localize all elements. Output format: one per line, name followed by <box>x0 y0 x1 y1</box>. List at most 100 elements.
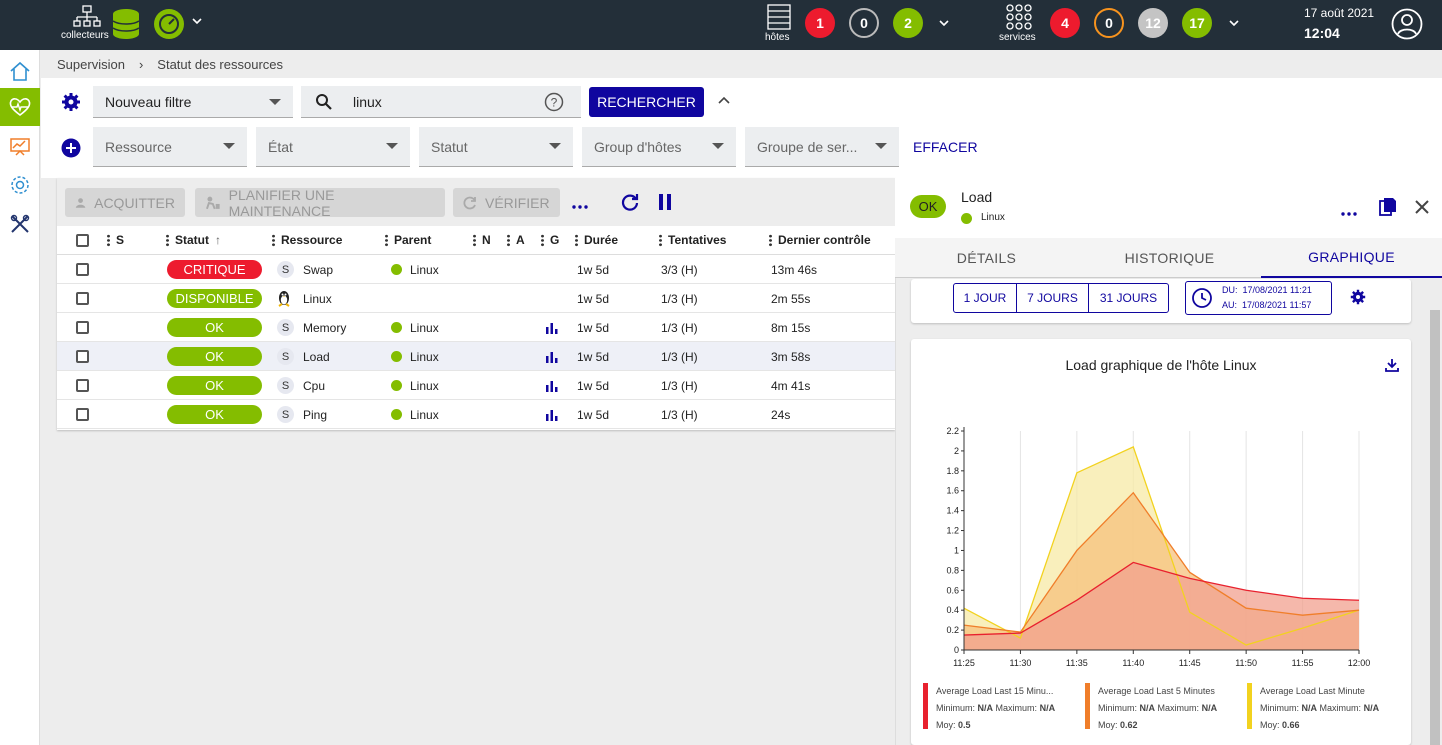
parent-name[interactable]: Linux <box>410 378 439 393</box>
column-header-last-check[interactable]: Dernier contrôle <box>769 226 871 254</box>
home-icon[interactable] <box>0 52 40 90</box>
table-row[interactable]: DISPONIBLE Linux 1w 5d 1/3 (H) 2m 55s <box>57 284 895 313</box>
legend-item[interactable]: Average Load Last Minute Minimum: N/A Ma… <box>1247 683 1405 730</box>
graph-bar-icon[interactable] <box>546 313 558 342</box>
range-31-days-button[interactable]: 31 JOURS <box>1088 283 1169 313</box>
column-header-severity[interactable]: S <box>107 226 124 254</box>
chevron-down-icon[interactable] <box>938 17 950 32</box>
criteria-servicegroup-select[interactable]: Groupe de ser... <box>745 127 899 167</box>
column-header-resource[interactable]: Ressource <box>272 226 342 254</box>
criteria-hostgroup-select[interactable]: Group d'hôtes <box>582 127 736 167</box>
services-unknown-count[interactable]: 12 <box>1138 8 1168 38</box>
resource-name[interactable]: Linux <box>303 291 332 306</box>
parent-name[interactable]: Linux <box>410 407 439 422</box>
parent-name[interactable]: Linux <box>410 320 439 335</box>
pollers-icon[interactable] <box>73 4 101 33</box>
database-icon[interactable] <box>111 8 141 43</box>
user-avatar-icon[interactable] <box>1391 8 1423 43</box>
graph-bar-icon[interactable] <box>546 371 558 400</box>
row-checkbox[interactable] <box>76 371 89 400</box>
graph-settings-gear-icon[interactable] <box>1350 289 1366 308</box>
row-checkbox[interactable] <box>76 400 89 429</box>
filter-settings-gear-icon[interactable] <box>61 92 81 115</box>
column-header-status[interactable]: Statut ↑ <box>166 226 221 254</box>
resource-name[interactable]: Swap <box>303 262 334 277</box>
copy-link-icon[interactable] <box>1379 197 1397 220</box>
column-header-action[interactable]: A <box>507 226 525 254</box>
hosts-down-count[interactable]: 1 <box>805 8 835 38</box>
breadcrumb-item[interactable]: Statut des ressources <box>157 57 284 72</box>
column-header-graph[interactable]: G <box>541 226 559 254</box>
column-header-notes[interactable]: N <box>473 226 491 254</box>
tab-graph[interactable]: GRAPHIQUE <box>1261 238 1442 278</box>
acknowledge-button[interactable]: ACQUITTER <box>65 188 185 217</box>
reporting-icon[interactable] <box>0 127 40 165</box>
resource-name[interactable]: Load <box>303 349 330 364</box>
tab-history[interactable]: HISTORIQUE <box>1124 250 1215 266</box>
table-row[interactable]: OK S Memory Linux 1w 5d 1/3 (H) 8m 15s <box>57 313 895 342</box>
legend-item[interactable]: Average Load Last 5 Minutes Minimum: N/A… <box>1085 683 1243 730</box>
resource-name[interactable]: Ping <box>303 407 328 422</box>
scrollbar[interactable] <box>1430 310 1440 745</box>
last-check: 4m 41s <box>771 378 811 393</box>
close-icon[interactable] <box>1414 199 1430 218</box>
download-icon[interactable] <box>1384 357 1400 376</box>
chevron-down-icon[interactable] <box>191 15 203 30</box>
add-criteria-icon[interactable] <box>61 138 81 161</box>
table-row[interactable]: OK S Cpu Linux 1w 5d 1/3 (H) 4m 41s <box>57 371 895 400</box>
column-header-parent[interactable]: Parent <box>385 226 431 254</box>
graph-bar-icon[interactable] <box>546 342 558 371</box>
tab-details[interactable]: DÉTAILS <box>956 250 1017 266</box>
poller-status-icon[interactable] <box>153 8 185 43</box>
services-warning-count[interactable]: 0 <box>1094 8 1124 38</box>
table-row[interactable]: OK S Ping Linux 1w 5d 1/3 (H) 24s <box>57 400 895 429</box>
current-time: 12:04 <box>1304 25 1340 41</box>
administration-tools-icon[interactable] <box>0 205 40 243</box>
check-button[interactable]: VÉRIFIER <box>453 188 560 217</box>
clear-filter-button[interactable]: EFFACER <box>913 139 978 155</box>
chevron-up-icon[interactable] <box>717 94 731 109</box>
row-checkbox[interactable] <box>76 284 89 313</box>
criteria-status-select[interactable]: Statut <box>419 127 573 167</box>
table-row[interactable]: OK S Load Linux 1w 5d 1/3 (H) 3m 58s <box>57 342 895 371</box>
row-checkbox[interactable] <box>76 313 89 342</box>
chevron-down-icon[interactable] <box>1228 17 1240 32</box>
downtime-button[interactable]: PLANIFIER UNE MAINTENANCE <box>195 187 445 219</box>
select-all-checkbox[interactable] <box>76 226 89 254</box>
services-critical-count[interactable]: 4 <box>1050 8 1080 38</box>
criteria-state-select[interactable]: État <box>256 127 410 167</box>
services-ok-count[interactable]: 17 <box>1182 8 1212 38</box>
range-1-day-button[interactable]: 1 JOUR <box>953 283 1017 313</box>
filter-select[interactable]: Nouveau filtre <box>93 86 293 118</box>
parent-link[interactable]: Linux <box>981 212 1005 223</box>
graph-bar-icon[interactable] <box>546 400 558 429</box>
parent-name[interactable]: Linux <box>410 349 439 364</box>
services-icon[interactable] <box>1005 3 1033 34</box>
configuration-gear-icon[interactable] <box>0 166 40 204</box>
sort-arrow-up-icon[interactable]: ↑ <box>215 233 221 247</box>
criteria-resource-select[interactable]: Ressource <box>93 127 247 167</box>
custom-period-picker[interactable]: DU: 17/08/2021 11:21 AU: 17/08/2021 11:5… <box>1185 281 1332 315</box>
hosts-up-count[interactable]: 2 <box>893 8 923 38</box>
resource-name[interactable]: Cpu <box>303 378 326 393</box>
row-checkbox[interactable] <box>76 255 89 284</box>
more-actions-icon[interactable] <box>572 198 588 213</box>
refresh-icon[interactable] <box>620 192 640 215</box>
help-icon[interactable]: ? <box>544 92 564 115</box>
monitoring-icon[interactable] <box>0 88 40 126</box>
row-checkbox[interactable] <box>76 342 89 371</box>
more-options-icon[interactable] <box>1341 205 1357 220</box>
resource-name[interactable]: Memory <box>303 320 347 335</box>
hosts-unreachable-count[interactable]: 0 <box>849 8 879 38</box>
legend-item[interactable]: Average Load Last 15 Minu... Minimum: N/… <box>923 683 1081 730</box>
range-7-days-button[interactable]: 7 JOURS <box>1016 283 1089 313</box>
parent-name[interactable]: Linux <box>410 262 439 277</box>
column-header-tries[interactable]: Tentatives <box>659 226 726 254</box>
table-row[interactable]: CRITIQUE S Swap Linux 1w 5d 3/3 (H) 13m … <box>57 255 895 284</box>
search-button[interactable]: RECHERCHER <box>589 87 704 117</box>
column-header-duration[interactable]: Durée <box>575 226 618 254</box>
search-input[interactable]: linux ? <box>301 86 581 118</box>
pause-icon[interactable] <box>658 194 672 213</box>
hosts-icon[interactable] <box>767 4 791 33</box>
breadcrumb-item[interactable]: Supervision <box>57 57 125 72</box>
